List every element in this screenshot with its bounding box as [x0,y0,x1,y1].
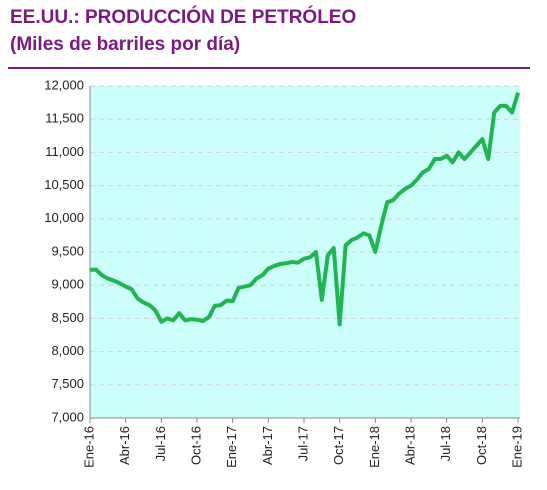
x-tick-label: Ene-18 [367,426,382,468]
y-tick-label: 8,500 [51,310,84,325]
y-tick-label: 8,000 [51,343,84,358]
x-tick-label: Abr-16 [117,426,132,465]
chart-subtitle: (Miles de barriles por día) [10,34,240,55]
x-tick-label: Jul-17 [295,426,310,461]
y-tick-label: 11,000 [45,144,84,159]
x-tick-label: Jul-16 [153,426,168,461]
y-tick-label: 11,500 [45,111,84,126]
y-tick-label: 9,000 [51,277,84,292]
y-tick-label: 10,500 [44,177,84,192]
x-tick-label: Oct-17 [331,426,346,465]
x-tick-label: Ene-16 [81,426,96,468]
x-tick-label: Oct-18 [474,426,489,465]
line-series [89,92,520,327]
x-tick-label: Jul-18 [438,426,453,461]
x-tick-label: Oct-16 [188,426,203,465]
x-tick-label: Abr-18 [402,426,417,465]
y-tick-label: 7,500 [51,376,84,391]
x-tick-label: Abr-17 [260,426,275,465]
x-tick-label: Ene-17 [224,426,239,468]
y-tick-label: 12,000 [44,77,84,92]
chart-title: EE.UU.: PRODUCCIÓN DE PETRÓLEO [10,6,356,28]
plot-background [90,86,520,418]
x-tick-label: Ene-19 [509,426,524,468]
y-tick-label: 9,500 [51,243,84,258]
y-tick-label: 7,000 [51,409,84,424]
y-tick-label: 10,000 [44,210,84,225]
